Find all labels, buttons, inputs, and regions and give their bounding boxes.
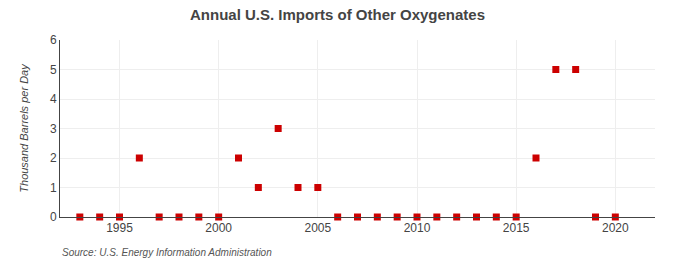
svg-text:2010: 2010 (404, 221, 431, 235)
svg-text:2000: 2000 (205, 221, 232, 235)
svg-text:3: 3 (50, 122, 57, 136)
svg-text:Thousand Barrels per Day: Thousand Barrels per Day (18, 63, 30, 193)
svg-text:6: 6 (50, 33, 57, 47)
svg-text:Annual U.S. Imports of Other O: Annual U.S. Imports of Other Oxygenates (190, 6, 485, 23)
svg-text:2015: 2015 (503, 221, 530, 235)
svg-text:2020: 2020 (602, 221, 629, 235)
svg-text:2005: 2005 (304, 221, 331, 235)
svg-text:2: 2 (50, 151, 57, 165)
svg-text:Source: U.S. Energy Informatio: Source: U.S. Energy Information Administ… (62, 247, 272, 258)
svg-text:0: 0 (50, 210, 57, 224)
svg-text:1995: 1995 (106, 221, 133, 235)
svg-text:1: 1 (50, 181, 57, 195)
svg-text:5: 5 (50, 63, 57, 77)
svg-text:4: 4 (50, 92, 57, 106)
